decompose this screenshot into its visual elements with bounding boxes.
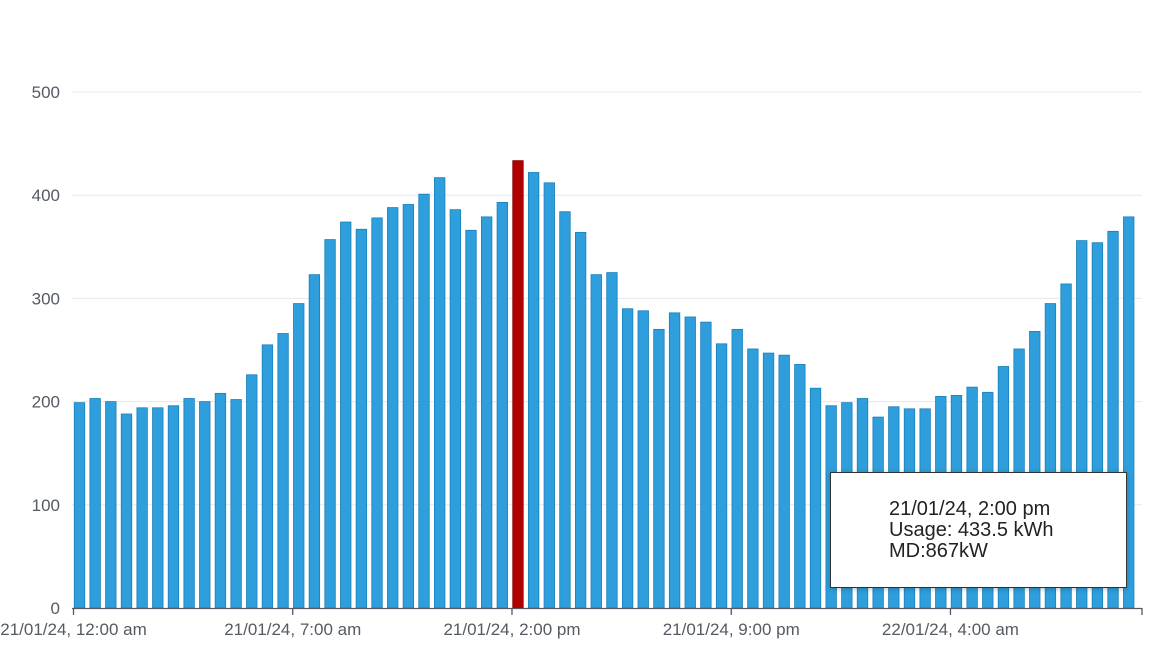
bar: [434, 177, 446, 609]
bar: [183, 398, 195, 609]
bar: [621, 308, 634, 609]
bar: [371, 217, 383, 609]
bar: [152, 407, 164, 609]
bar: [214, 392, 227, 609]
tooltip-usage: Usage: 433.5 kWh: [889, 519, 1054, 541]
x-tick-label: 21/01/24, 2:00 pm: [443, 620, 580, 639]
y-tick-label: 300: [32, 289, 60, 308]
bar: [73, 402, 86, 609]
bar: [355, 228, 368, 609]
bar: [230, 399, 242, 609]
bar: [684, 316, 696, 609]
bar: [449, 209, 461, 609]
bar: [465, 229, 477, 609]
bar: [120, 413, 133, 609]
bar: [324, 239, 336, 609]
y-tick-label: 500: [32, 83, 60, 102]
bar: [543, 182, 555, 609]
bar: [387, 207, 399, 609]
bar: [747, 348, 759, 609]
bar: [700, 321, 712, 609]
bar: [277, 333, 289, 609]
bar: [261, 344, 274, 609]
bar: [89, 398, 101, 609]
tooltip-date: 21/01/24, 2:00 pm: [889, 498, 1051, 520]
bar: [794, 364, 806, 609]
bar: [136, 407, 148, 609]
y-tick-label: 200: [32, 393, 60, 412]
x-tick-label: 21/01/24, 9:00 pm: [663, 620, 800, 639]
x-tick-label: 21/01/24, 7:00 am: [224, 620, 361, 639]
bar: [481, 216, 493, 609]
bar: [653, 328, 665, 609]
bar: [246, 374, 258, 609]
bar: [809, 387, 822, 609]
bar: [574, 231, 587, 609]
bar: [715, 343, 728, 609]
chart-tooltip: 21/01/24, 2:00 pm Usage: 433.5 kWh MD:86…: [830, 472, 1127, 588]
bar: [668, 312, 681, 609]
y-tick-label: 100: [32, 496, 60, 515]
bar: [637, 310, 649, 609]
bar: [418, 193, 430, 609]
bar: [778, 354, 790, 609]
bar: [762, 352, 775, 609]
x-tick-label: 22/01/24, 4:00 am: [882, 620, 1019, 639]
tooltip-md: MD:867kW: [889, 540, 988, 562]
bar: [167, 405, 180, 609]
x-tick-label: 21/01/24, 12:00 am: [0, 620, 147, 639]
bar: [496, 202, 508, 609]
bar: [402, 204, 415, 609]
bar: [606, 272, 618, 609]
bar: [527, 172, 540, 609]
bar: [293, 303, 305, 609]
bar: [199, 401, 211, 609]
bar: [590, 274, 602, 609]
y-tick-label: 0: [51, 599, 60, 618]
bar: [731, 328, 743, 609]
y-tick-label: 400: [32, 186, 60, 205]
bar: [308, 274, 321, 609]
bar: [559, 211, 571, 609]
bar: [340, 221, 352, 609]
bar: [105, 401, 117, 609]
highlighted-bar: [512, 160, 524, 609]
